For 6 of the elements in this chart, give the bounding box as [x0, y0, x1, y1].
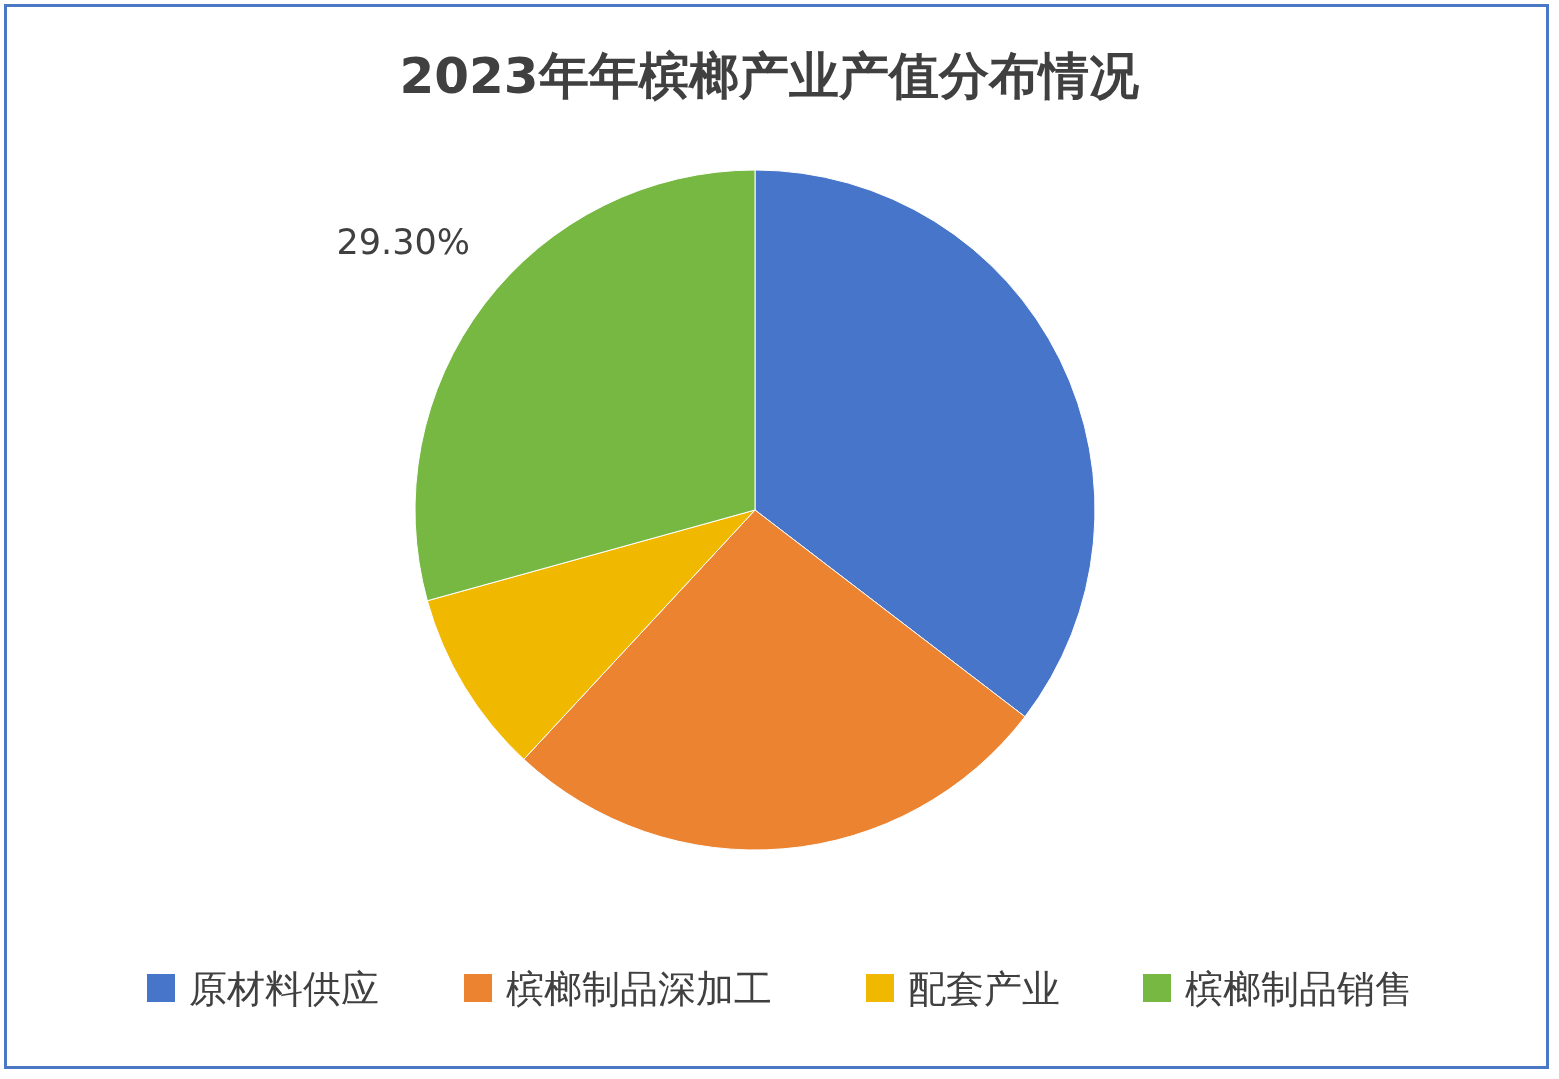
data-label: 29.30%: [336, 222, 470, 263]
legend-label: 原材料供应: [189, 967, 379, 1011]
legend-label: 配套产业: [908, 967, 1060, 1011]
legend-label: 槟榔制品销售: [1185, 967, 1413, 1011]
chart-title: 2023年年槟榔产业产值分布情况: [399, 47, 1139, 105]
legend-label: 槟榔制品深加工: [506, 967, 772, 1011]
